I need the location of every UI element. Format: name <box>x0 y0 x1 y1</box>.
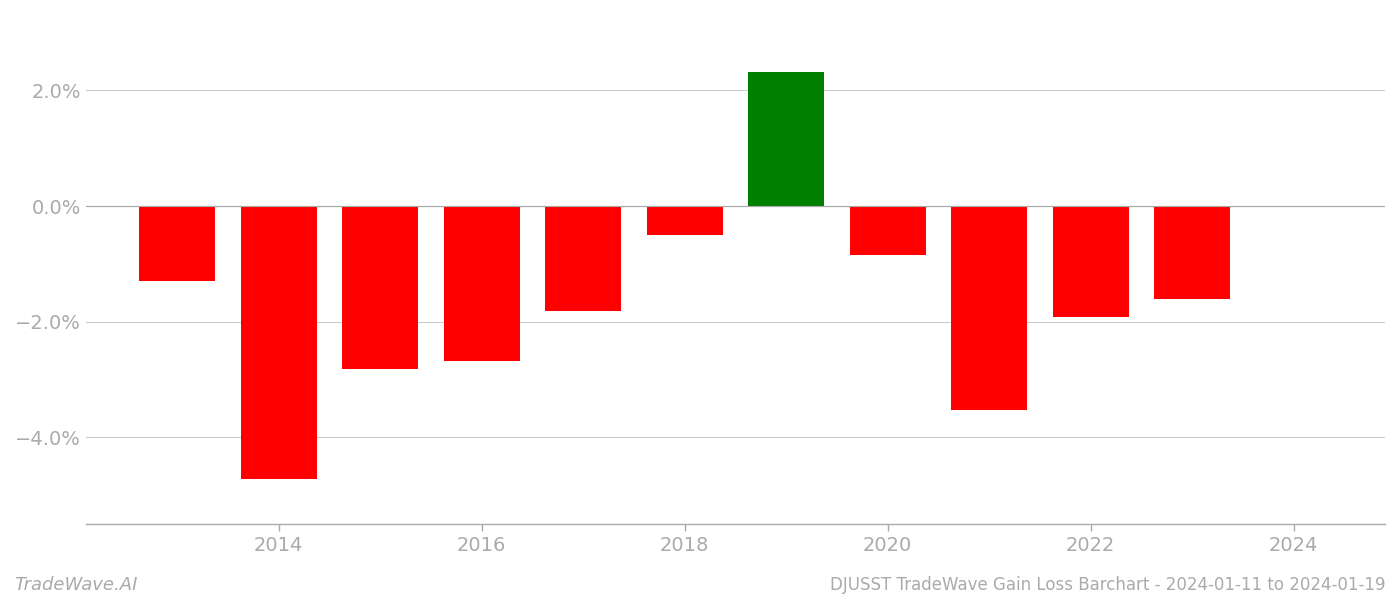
Bar <box>1154 206 1231 299</box>
Bar <box>545 206 622 311</box>
Bar <box>444 206 519 361</box>
Bar <box>850 206 925 255</box>
Text: TradeWave.AI: TradeWave.AI <box>14 576 137 594</box>
Bar <box>139 206 216 281</box>
Bar <box>241 206 316 479</box>
Bar <box>342 206 419 369</box>
Bar <box>951 206 1028 410</box>
Bar <box>748 72 825 206</box>
Bar <box>1053 206 1128 317</box>
Bar <box>647 206 722 235</box>
Text: DJUSST TradeWave Gain Loss Barchart - 2024-01-11 to 2024-01-19: DJUSST TradeWave Gain Loss Barchart - 20… <box>830 576 1386 594</box>
